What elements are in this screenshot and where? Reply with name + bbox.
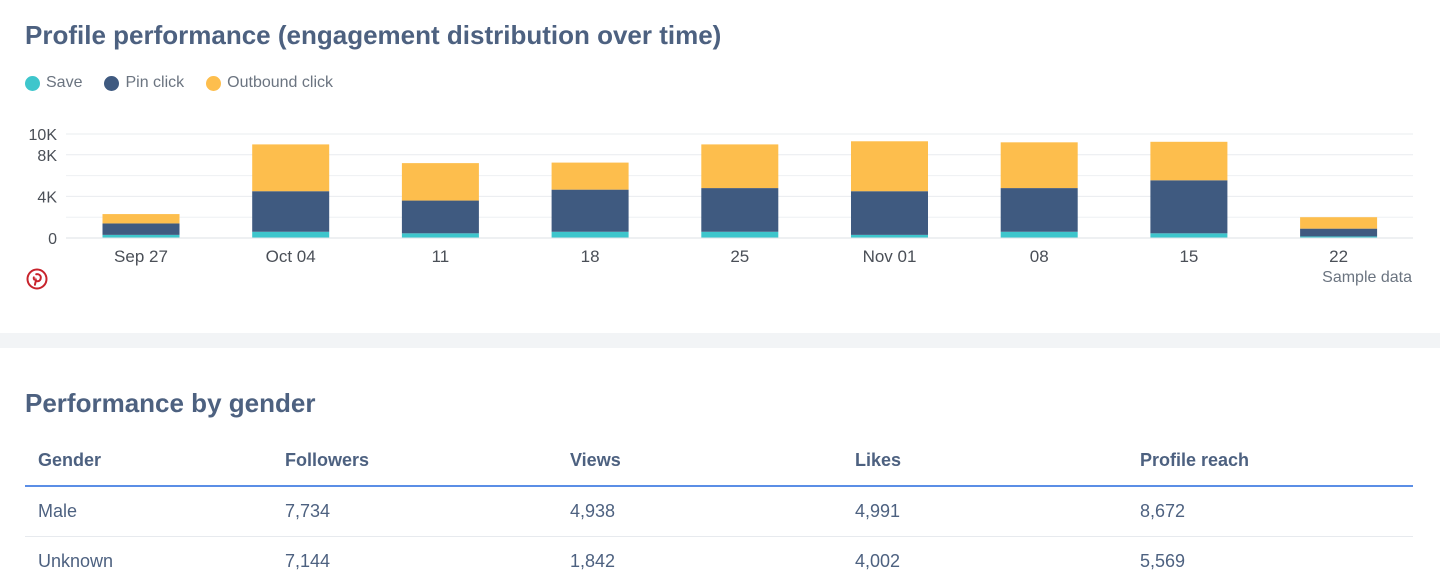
bar-outbound-click-segment bbox=[701, 144, 779, 189]
bar-save-segment bbox=[1150, 233, 1228, 238]
bar-outbound-click-segment bbox=[102, 214, 180, 224]
column-header-followers[interactable]: Followers bbox=[273, 436, 558, 487]
legend-dot-save bbox=[25, 75, 40, 91]
gender-performance-table: Gender Followers Views Likes Profile rea… bbox=[25, 436, 1413, 582]
bar-save-segment bbox=[252, 231, 330, 238]
bar-outbound-click-segment bbox=[1150, 141, 1228, 181]
table-row: Unknown 7,144 1,842 4,002 5,569 bbox=[25, 536, 1413, 582]
y-tick-label: 0 bbox=[48, 231, 57, 248]
y-tick-label: 10K bbox=[29, 127, 58, 144]
stacked-bar-chart: 0 4K 8K 10K Sep 27 Oct 04 11 18 25 Nov 01 08 15 22 bbox=[29, 127, 1413, 266]
bar-pin-click-segment bbox=[252, 191, 330, 232]
legend-label-outbound-click: Outbound click bbox=[227, 74, 333, 91]
x-tick-label: 18 bbox=[581, 247, 600, 266]
pinterest-icon bbox=[26, 268, 48, 290]
bar-save-segment bbox=[701, 231, 779, 238]
x-tick-label: 25 bbox=[730, 247, 749, 266]
cell-likes: 4,991 bbox=[843, 486, 1128, 537]
legend-item-pin-click[interactable]: Pin click bbox=[104, 74, 184, 92]
column-header-profile-reach[interactable]: Profile reach bbox=[1128, 436, 1413, 487]
legend-label-pin-click: Pin click bbox=[125, 74, 185, 91]
x-tick-label: Oct 04 bbox=[266, 247, 316, 266]
bar-save-segment bbox=[1000, 231, 1078, 238]
chart-title: Profile performance (engagement distribu… bbox=[25, 20, 722, 50]
table-header-row: Gender Followers Views Likes Profile rea… bbox=[25, 436, 1413, 487]
bar-outbound-click-segment bbox=[401, 163, 479, 201]
column-header-gender[interactable]: Gender bbox=[25, 436, 273, 487]
gender-section-title: Performance by gender bbox=[25, 388, 316, 418]
column-header-likes[interactable]: Likes bbox=[843, 436, 1128, 487]
legend-label-save: Save bbox=[46, 74, 83, 91]
cell-gender: Unknown bbox=[25, 536, 273, 582]
bar-pin-click-segment bbox=[851, 191, 928, 235]
bar-pin-click-segment bbox=[401, 200, 479, 234]
chart-legend: Save Pin click Outbound click bbox=[25, 74, 355, 92]
x-tick-label: 22 bbox=[1329, 247, 1348, 266]
bar-pin-click-segment bbox=[701, 188, 779, 232]
bar-save-segment bbox=[1300, 236, 1378, 238]
gender-performance-panel: Performance by gender Gender Followers V… bbox=[0, 348, 1440, 582]
column-header-views[interactable]: Views bbox=[558, 436, 843, 487]
x-tick-label: Sep 27 bbox=[114, 247, 168, 266]
cell-likes: 4,002 bbox=[843, 536, 1128, 582]
y-tick-label: 8K bbox=[37, 148, 57, 165]
bar-pin-click-segment bbox=[102, 223, 180, 235]
bar-outbound-click-segment bbox=[1000, 142, 1078, 189]
x-tick-label: 11 bbox=[432, 247, 450, 266]
bar-pin-click-segment bbox=[1150, 180, 1228, 234]
bar-pin-click-segment bbox=[1300, 228, 1378, 237]
x-tick-label: 08 bbox=[1030, 247, 1049, 266]
bar-pin-click-segment bbox=[551, 189, 629, 232]
sample-data-note: Sample data bbox=[1322, 269, 1412, 286]
bar-save-segment bbox=[851, 234, 928, 238]
bar-outbound-click-segment bbox=[1300, 217, 1378, 229]
bar-outbound-click-segment bbox=[252, 144, 330, 192]
bar-pin-click-segment bbox=[1000, 188, 1078, 232]
bar-outbound-click-segment bbox=[551, 162, 629, 190]
bar-save-segment bbox=[551, 231, 629, 238]
y-tick-label: 4K bbox=[37, 189, 57, 206]
cell-profile-reach: 8,672 bbox=[1128, 486, 1413, 537]
cell-views: 4,938 bbox=[558, 486, 843, 537]
bar-save-segment bbox=[401, 233, 479, 238]
legend-item-outbound-click[interactable]: Outbound click bbox=[206, 74, 333, 92]
bar-save-segment bbox=[102, 234, 180, 238]
bar-outbound-click-segment bbox=[851, 141, 928, 192]
cell-followers: 7,144 bbox=[273, 536, 558, 582]
cell-followers: 7,734 bbox=[273, 486, 558, 537]
section-divider bbox=[0, 333, 1440, 348]
cell-gender: Male bbox=[25, 486, 273, 537]
cell-profile-reach: 5,569 bbox=[1128, 536, 1413, 582]
x-tick-label: Nov 01 bbox=[863, 247, 917, 266]
legend-dot-outbound-click bbox=[206, 75, 222, 91]
engagement-chart-panel: Profile performance (engagement distribu… bbox=[25, 20, 1413, 290]
legend-dot-pin-click bbox=[104, 75, 120, 91]
x-tick-label: 15 bbox=[1179, 247, 1198, 266]
cell-views: 1,842 bbox=[558, 536, 843, 582]
table-row: Male 7,734 4,938 4,991 8,672 bbox=[25, 486, 1413, 537]
legend-item-save[interactable]: Save bbox=[25, 74, 82, 92]
